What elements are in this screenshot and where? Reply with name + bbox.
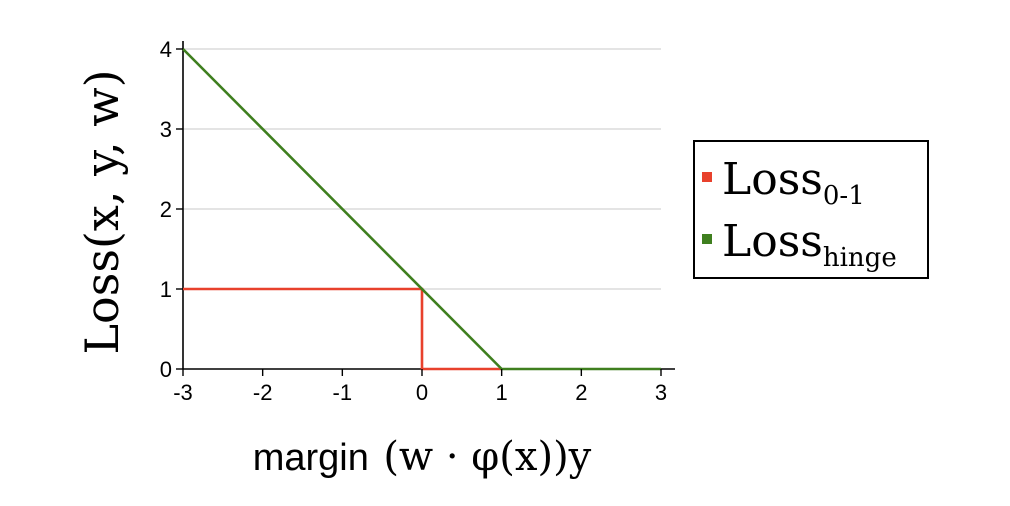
y-tick-label: 3: [160, 117, 172, 142]
legend-box: [693, 140, 929, 279]
grid-lines: [183, 48, 661, 290]
x-axis-title-expression: (w · φ(x))y: [383, 434, 591, 480]
x-axis-title: margin (w · φ(x))y: [253, 434, 592, 480]
legend-label-zero-one-subscript: 0-1: [823, 181, 865, 211]
x-tick-labels: -3 -2 -1 0 1 2 3: [173, 369, 667, 405]
x-tick-label: 3: [655, 380, 667, 405]
x-tick-label: 0: [416, 380, 428, 405]
x-tick-label: -2: [253, 380, 273, 405]
legend-label-zero-one: Loss: [722, 154, 823, 205]
y-axis-title: Loss(x, y, w): [75, 69, 129, 354]
legend-entry-hinge: Losshinge: [702, 216, 897, 273]
x-axis-title-prefix: margin: [253, 437, 369, 479]
x-tick-label: 1: [496, 380, 508, 405]
legend-label-hinge-subscript: hinge: [823, 243, 897, 273]
y-tick-label: 1: [160, 277, 172, 302]
y-tick-label: 2: [160, 197, 172, 222]
x-tick-label: -1: [333, 380, 353, 405]
legend-entry-zero-one: Loss0-1: [702, 154, 865, 211]
legend: Loss0-1 Losshinge: [693, 140, 929, 279]
x-tick-label: 2: [575, 380, 587, 405]
series-line-zero-one: [183, 287, 502, 371]
svg-text:Losshinge: Losshinge: [722, 216, 897, 273]
y-tick-label: 0: [160, 357, 172, 382]
legend-label-hinge: Loss: [722, 216, 823, 267]
y-tick-label: 4: [160, 37, 172, 62]
axes: [182, 41, 675, 370]
legend-swatch-hinge: [702, 234, 712, 244]
y-tick-labels: 0 1 2 3 4: [160, 37, 183, 382]
svg-text:Loss0-1: Loss0-1: [722, 154, 865, 211]
legend-swatch-zero-one: [702, 172, 712, 182]
x-tick-label: -3: [173, 380, 193, 405]
svg-text:margin (w · φ(x))y: margin (w · φ(x))y: [253, 434, 592, 480]
